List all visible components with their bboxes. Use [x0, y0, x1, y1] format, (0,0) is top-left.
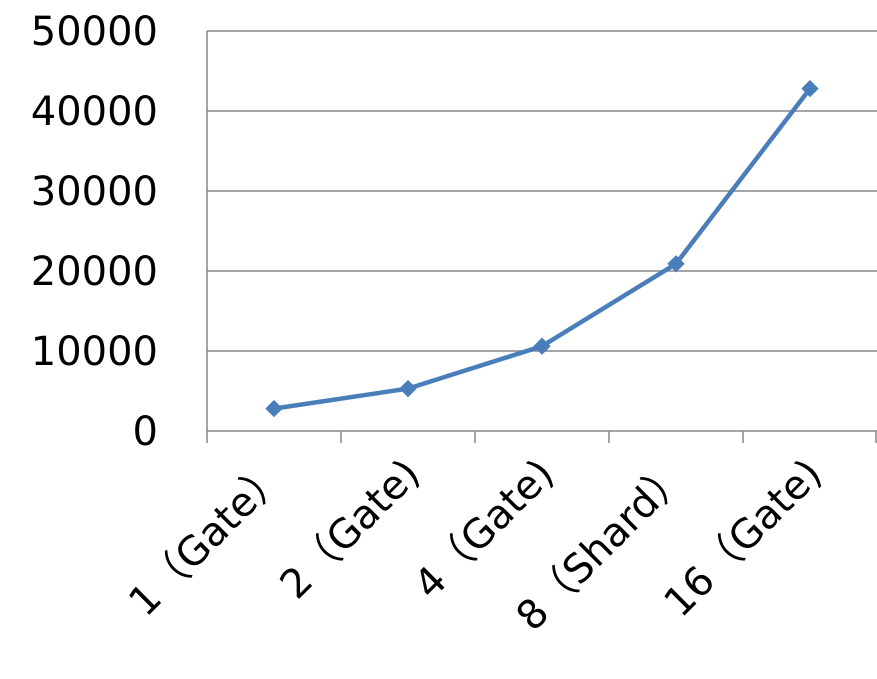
y-tick-label: 0	[133, 409, 158, 455]
y-tick-label: 10000	[31, 329, 158, 375]
y-tick-label: 30000	[31, 169, 158, 215]
y-tick-label: 50000	[31, 9, 158, 55]
gridlines	[207, 31, 877, 351]
axes	[207, 31, 877, 443]
data-point-marker	[400, 381, 416, 397]
x-axis-tick-labels: 1（Gate）2（Gate)4（Gate)8（Shard）16（Gate)	[120, 451, 831, 640]
y-tick-label: 20000	[31, 249, 158, 295]
series-line	[274, 89, 810, 409]
y-tick-label: 40000	[31, 89, 158, 135]
y-axis-tick-labels: 0 10000 20000 30000 40000 50000	[31, 9, 158, 455]
x-tick-label: 1（Gate）	[120, 451, 295, 626]
x-tick-label: 2（Gate)	[271, 451, 429, 609]
series-group	[266, 81, 818, 417]
data-point-marker	[266, 401, 282, 417]
